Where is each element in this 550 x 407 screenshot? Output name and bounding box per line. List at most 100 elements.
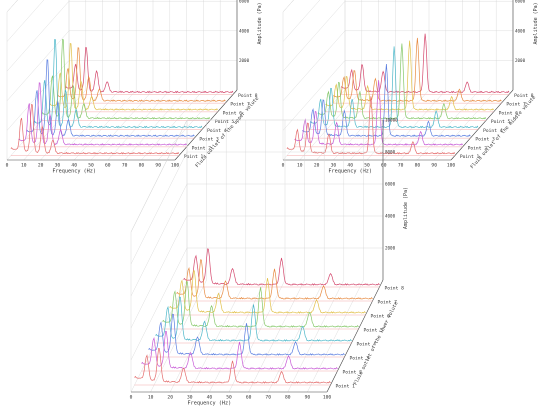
x-tick-label: 50 <box>226 395 232 401</box>
z-tick-label: 2000 <box>515 58 526 63</box>
grid-line-side-z <box>130 247 188 361</box>
x-tick-label: 90 <box>155 163 161 169</box>
series-trace-point-3 <box>148 313 345 356</box>
grid-line-side-z <box>6 30 70 101</box>
row-axis <box>450 89 514 161</box>
grid-line-side-z <box>282 1 346 72</box>
grid-line-top-side <box>6 0 18 13</box>
row-axis-title: Fluid outlet of the middle volute <box>469 95 537 170</box>
grid-line-floor-x <box>383 89 446 161</box>
x-tick-label: 30 <box>331 163 337 169</box>
series-trace-point-8 <box>64 47 234 94</box>
row-label: Point 2 <box>468 145 488 151</box>
row-label: Point 4 <box>207 128 227 134</box>
series-trace-point-7 <box>176 259 373 300</box>
row-label: Point 1 <box>336 384 356 390</box>
grid-line-floor-x <box>90 89 154 161</box>
row-label: Point 3 <box>199 137 219 143</box>
x-tick-label: 100 <box>171 163 180 169</box>
row-label: Point 1 <box>460 154 480 160</box>
z-tick-label: 8000 <box>385 150 396 155</box>
series-trace-point-4 <box>309 46 479 129</box>
grid-line-floor-x <box>316 89 379 161</box>
grid-line-floor-x <box>57 89 120 161</box>
grid-line-floor-x <box>158 89 221 161</box>
grid-line-floor-x <box>74 89 137 161</box>
x-tick-label: 90 <box>431 163 437 169</box>
series-trace-point-6 <box>325 40 494 111</box>
grid-line-side-z <box>6 0 45 42</box>
x-tick-label: 60 <box>381 163 387 169</box>
series-trace-point-2 <box>294 80 463 146</box>
series-trace-point-2 <box>141 330 338 370</box>
grid-line-side-z <box>282 0 321 42</box>
x-tick-label: 40 <box>347 163 353 169</box>
series-trace-point-5 <box>162 281 359 328</box>
x-tick-label: 100 <box>447 163 456 169</box>
grid-line-floor-x <box>23 89 86 161</box>
grid-line-side-z <box>282 60 346 131</box>
row-label: Point 8 <box>385 286 405 292</box>
x-tick-label: 10 <box>148 395 154 401</box>
row-axis <box>326 279 384 393</box>
x-tick-label: 50 <box>364 163 370 169</box>
x-axis-title: Frequency (Hz) <box>52 169 96 175</box>
z-axis-title: Amplitude (Pa) <box>257 2 263 44</box>
series-trace-point-1 <box>134 347 331 384</box>
x-tick-label: 90 <box>305 395 311 401</box>
x-tick-label: 70 <box>122 163 128 169</box>
z-tick-label: 4000 <box>239 28 250 33</box>
z-tick-label: 4000 <box>515 28 526 33</box>
x-tick-label: 50 <box>88 163 94 169</box>
z-tick-label: 2000 <box>385 246 396 251</box>
row-label: Point 6 <box>223 110 243 116</box>
row-label: Point 4 <box>483 128 503 134</box>
grid-line-floor-x <box>434 89 497 161</box>
waterfall-chart-3: Point 8 Point 7 Point 6 Point 5 Point 4 Point… <box>130 118 409 407</box>
row-label: Point 7 <box>506 102 526 108</box>
grid-line-floor-x <box>107 89 170 161</box>
grid-line-floor-x <box>417 89 480 161</box>
grid-line-floor-x <box>124 89 187 161</box>
x-tick-label: 70 <box>265 395 271 401</box>
series-trace-point-3 <box>302 63 471 137</box>
x-tick-label: 20 <box>314 163 320 169</box>
grid-line-side-z <box>282 30 346 101</box>
series-trace-point-4 <box>155 296 352 342</box>
x-tick-label: 0 <box>6 163 9 169</box>
grid-line-top-side <box>130 119 188 233</box>
series-trace-point-4 <box>33 39 203 129</box>
grid-line-side-z <box>130 183 188 297</box>
z-tick-label: 6000 <box>239 0 250 4</box>
row-label: Point 5 <box>491 119 511 125</box>
x-tick-label: 80 <box>415 163 421 169</box>
z-tick-label: 6000 <box>385 182 396 187</box>
series-trace-point-2 <box>18 82 187 146</box>
series-trace-point-8 <box>340 33 510 94</box>
row-label: Point 5 <box>215 119 235 125</box>
series-trace-point-6 <box>49 43 218 111</box>
row-label: Point 7 <box>378 300 398 306</box>
x-tick-label: 60 <box>105 163 111 169</box>
row-label: Point 6 <box>499 110 519 116</box>
grid-line-side-z <box>6 60 70 131</box>
row-label: Point 3 <box>475 137 495 143</box>
x-tick-label: 80 <box>139 163 145 169</box>
x-tick-label: 30 <box>55 163 61 169</box>
grid-line-floor-x <box>189 279 246 393</box>
x-tick-label: 0 <box>130 395 133 401</box>
x-tick-label: 80 <box>285 395 291 401</box>
series-trace-point-1 <box>10 104 180 155</box>
series-trace-point-6 <box>169 270 366 314</box>
x-tick-label: 40 <box>207 395 213 401</box>
x-tick-label: 20 <box>167 395 173 401</box>
row-label: Point 5 <box>364 328 384 334</box>
row-label: Point 1 <box>184 154 204 160</box>
x-axis-title: Frequency (Hz) <box>188 401 232 407</box>
series-trace-point-7 <box>57 47 226 102</box>
grid-line-floor-x <box>141 89 204 161</box>
row-label: Point 2 <box>192 145 212 151</box>
z-axis-title: Amplitude (Pa) <box>403 187 409 229</box>
series-trace-point-5 <box>41 38 211 120</box>
z-tick-label: 4000 <box>385 214 396 219</box>
